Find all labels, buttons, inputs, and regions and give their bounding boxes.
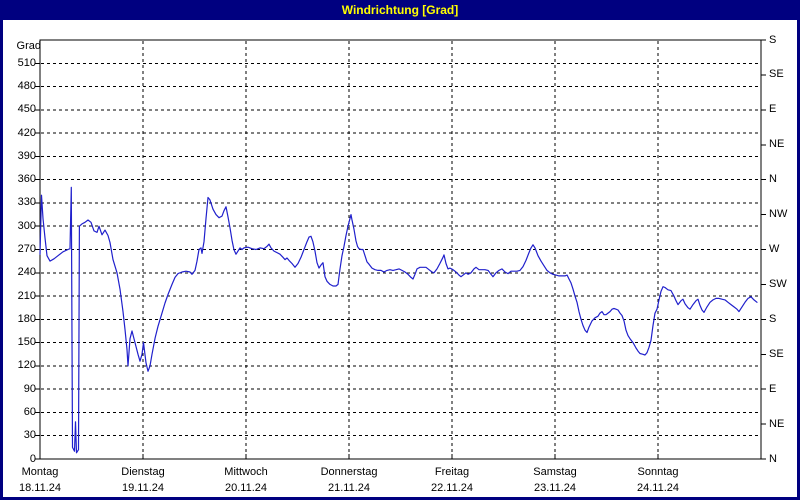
window-title: Windrichtung [Grad] <box>341 3 459 17</box>
title-bar: Windrichtung [Grad] <box>0 0 800 20</box>
chart-panel <box>3 20 797 497</box>
